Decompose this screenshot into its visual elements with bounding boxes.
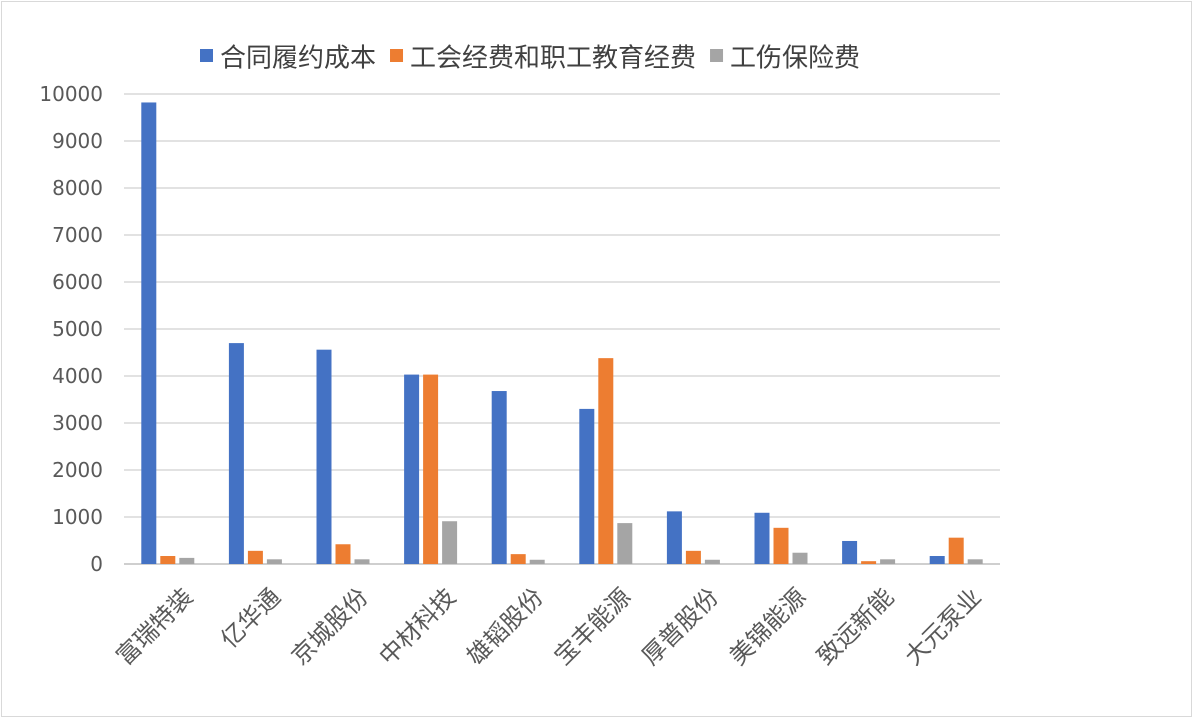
x-tick-label: 美锦能源 <box>724 583 812 671</box>
bar-2-10 <box>948 537 964 564</box>
legend-label: 合同履约成本 <box>220 44 376 74</box>
y-tick-label: 1000 <box>52 505 103 529</box>
bar-2-2 <box>247 550 263 564</box>
bar-3-10 <box>967 559 983 564</box>
x-tick-label: 亿华通 <box>215 583 286 654</box>
x-tick-label: 宝丰能源 <box>549 583 637 671</box>
bar-3-7 <box>704 559 720 564</box>
y-tick-label: 2000 <box>52 458 103 482</box>
bar-1-2 <box>228 343 244 564</box>
bar-1-6 <box>579 408 595 564</box>
y-tick-label: 7000 <box>52 223 103 247</box>
bar-3-5 <box>529 559 545 564</box>
bar-3-2 <box>266 559 282 564</box>
bar-3-8 <box>792 552 808 564</box>
bar-2-8 <box>773 527 789 564</box>
bar-2-6 <box>598 358 614 564</box>
bar-2-4 <box>423 374 439 564</box>
bar-2-7 <box>685 550 701 564</box>
bar-1-9 <box>842 540 858 564</box>
y-tick-label: 0 <box>90 552 103 576</box>
bar-3-6 <box>617 523 633 564</box>
x-tick-label: 厚普股份 <box>636 583 724 671</box>
bar-2-1 <box>160 556 176 564</box>
bar-3-4 <box>442 521 458 564</box>
legend-label: 工伤保险费 <box>730 44 860 74</box>
y-tick-label: 9000 <box>52 129 103 153</box>
bar-3-3 <box>354 559 370 564</box>
bar-2-9 <box>861 561 877 564</box>
gridlines <box>124 93 1000 518</box>
y-tick-label: 3000 <box>52 411 103 435</box>
x-tick-label: 富瑞特装 <box>111 583 199 671</box>
bar-1-4 <box>404 374 420 564</box>
bar-1-5 <box>491 391 507 564</box>
y-tick-label: 6000 <box>52 270 103 294</box>
bar-1-7 <box>666 511 682 564</box>
bars <box>141 102 983 565</box>
y-tick-label: 5000 <box>52 317 103 341</box>
x-tick-label: 中材科技 <box>374 583 462 671</box>
legend-swatch <box>710 49 724 62</box>
legend: 合同履约成本 工会经费和职工教育经费 工伤保险费 <box>200 44 860 74</box>
y-tick-label: 8000 <box>52 176 103 200</box>
y-tick-labels: 0 1000 2000 3000 4000 5000 6000 7000 8000 9000 100… <box>39 82 103 576</box>
x-tick-labels: 富瑞特装 亿华通 京城股份 中材科技 雄韬股份 宝丰能源 厚普股份 美锦能源 致远新能 大元泵业 <box>111 583 987 671</box>
bar-2-5 <box>510 554 526 564</box>
legend-swatch <box>390 49 404 62</box>
bar-1-1 <box>141 102 157 565</box>
x-tick-label: 致远新能 <box>812 583 900 671</box>
x-tick-label: 雄韬股份 <box>461 583 549 671</box>
y-tick-label: 4000 <box>52 364 103 388</box>
legend-label: 工会经费和职工教育经费 <box>410 44 696 74</box>
y-tick-label: 10000 <box>39 82 103 106</box>
bar-1-8 <box>754 512 770 564</box>
legend-swatch <box>200 49 213 62</box>
x-tick-label: 大元泵业 <box>899 583 987 671</box>
bar-1-10 <box>929 556 945 564</box>
bar-3-1 <box>179 557 195 564</box>
bar-2-3 <box>335 544 351 564</box>
bar-3-9 <box>880 559 896 564</box>
bar-1-3 <box>316 349 332 564</box>
x-tick-label: 京城股份 <box>286 583 374 671</box>
